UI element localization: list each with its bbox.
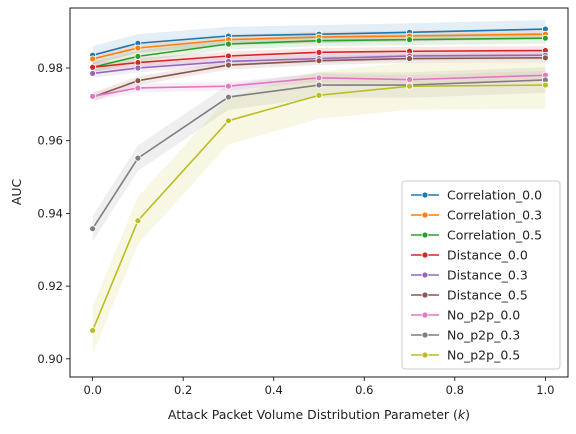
y-axis-label: AUC (9, 179, 24, 206)
x-tick-label: 0.8 (446, 383, 464, 397)
legend: Correlation_0.0 Correlation_0.3 Correlatio… (401, 180, 561, 370)
legend-marker-correlation-0-5 (421, 231, 429, 239)
point-correlation-0-5-3 (315, 37, 323, 45)
legend-marker-no-p2p-0-3 (421, 331, 429, 339)
band-no-p2p-0-5 (92, 61, 546, 355)
band-no-p2p-0-3 (92, 67, 546, 242)
x-axis-label-close: ) (465, 407, 470, 422)
point-no-p2p-0-5-1 (134, 217, 142, 225)
legend-label-no-p2p-0-5: No_p2p_0.5 (447, 348, 520, 363)
legend-marker-correlation-0-0 (421, 191, 429, 199)
point-distance-0-5-5 (541, 54, 549, 62)
line-correlation-0-3 (92, 33, 546, 60)
legend-marker-no-p2p-0-0 (421, 311, 429, 319)
point-correlation-0-5-2 (225, 40, 232, 48)
point-correlation-0-3-1 (134, 44, 142, 52)
legend-label-correlation-0-0: Correlation_0.0 (447, 188, 542, 203)
legend-label-distance-0-0: Distance_0.0 (447, 248, 528, 263)
y-tick-label: 0.90 (37, 352, 63, 366)
point-correlation-0-3-0 (89, 55, 97, 63)
legend-marker-distance-0-3 (421, 271, 429, 279)
line-no-p2p-0-3 (91, 79, 546, 230)
series-lines (91, 28, 546, 331)
point-no-p2p-0-0-0 (89, 92, 97, 100)
point-no-p2p-0-5-0 (89, 327, 97, 334)
point-correlation-0-5-5 (541, 34, 549, 42)
y-tick-label: 0.94 (37, 206, 63, 220)
plot-area-frame (69, 7, 569, 378)
point-no-p2p-0-3-2 (225, 93, 232, 101)
x-tick-label: 0.6 (355, 383, 373, 397)
legend-label-no-p2p-0-0: No_p2p_0.0 (447, 308, 520, 323)
point-distance-0-5-3 (315, 57, 323, 65)
point-no-p2p-0-5-3 (315, 91, 323, 99)
point-distance-0-3-0 (89, 70, 97, 77)
point-no-p2p-0-5-5 (541, 81, 549, 89)
legend-marker-distance-0-5 (421, 291, 429, 299)
point-correlation-0-5-1 (134, 52, 142, 60)
line-no-p2p-0-0 (92, 74, 546, 98)
legend-label-correlation-0-5: Correlation_0.5 (447, 228, 542, 243)
legend-marker-distance-0-0 (421, 251, 429, 259)
legend-marker-no-p2p-0-5 (421, 351, 429, 359)
legend-label-distance-0-5: Distance_0.5 (447, 288, 528, 303)
y-tick-label: 0.92 (37, 279, 63, 293)
point-no-p2p-0-5-4 (406, 82, 413, 90)
x-tick-label: 0.2 (174, 383, 192, 397)
series-markers (89, 25, 549, 334)
x-axis-label-text: Attack Packet Volume Distribution Parame… (168, 407, 458, 422)
point-no-p2p-0-5-2 (225, 117, 232, 125)
point-no-p2p-0-0-1 (134, 84, 142, 92)
legend-box (401, 180, 561, 370)
legend-label-no-p2p-0-3: No_p2p_0.3 (447, 328, 520, 343)
point-distance-0-0-3 (315, 48, 323, 56)
line-distance-0-5 (92, 57, 546, 98)
line-distance-0-3 (92, 54, 546, 75)
point-no-p2p-0-3-0 (89, 225, 97, 233)
legend-label-distance-0-3: Distance_0.3 (447, 268, 528, 283)
point-distance-0-5-2 (225, 61, 232, 69)
y-tick-label: 0.98 (37, 61, 63, 75)
x-axis-label-var: k (458, 407, 466, 422)
point-no-p2p-0-0-2 (225, 82, 232, 90)
point-distance-0-0-0 (89, 63, 97, 71)
line-distance-0-0 (92, 49, 546, 69)
point-distance-0-5-4 (406, 55, 413, 62)
y-tick-label: 0.96 (37, 134, 63, 148)
band-correlation-0-5 (92, 32, 546, 73)
point-distance-0-5-1 (134, 77, 142, 85)
point-no-p2p-0-3-3 (315, 81, 323, 89)
legend-marker-correlation-0-3 (421, 211, 429, 219)
x-tick-label: 1.0 (536, 383, 554, 397)
point-distance-0-3-1 (134, 64, 142, 72)
x-axis-label: Attack Packet Volume Distribution Parame… (168, 407, 470, 422)
point-no-p2p-0-0-3 (315, 74, 323, 82)
line-correlation-0-0 (92, 28, 546, 57)
x-tick-label: 0.4 (265, 383, 283, 397)
band-distance-0-0 (92, 46, 546, 72)
y-axis-ticks: 0.90 0.92 0.94 0.96 0.98 (37, 61, 70, 366)
band-distance-0-5 (92, 53, 546, 102)
legend-label-correlation-0-3: Correlation_0.3 (447, 208, 542, 223)
point-correlation-0-5-4 (406, 36, 413, 44)
x-tick-label: 0.0 (83, 383, 101, 397)
line-correlation-0-5 (92, 37, 546, 69)
x-axis-ticks: 0.0 0.2 0.4 0.6 0.8 1.0 (83, 377, 555, 397)
line-no-p2p-0-5 (91, 84, 546, 331)
point-no-p2p-0-3-1 (134, 154, 142, 162)
